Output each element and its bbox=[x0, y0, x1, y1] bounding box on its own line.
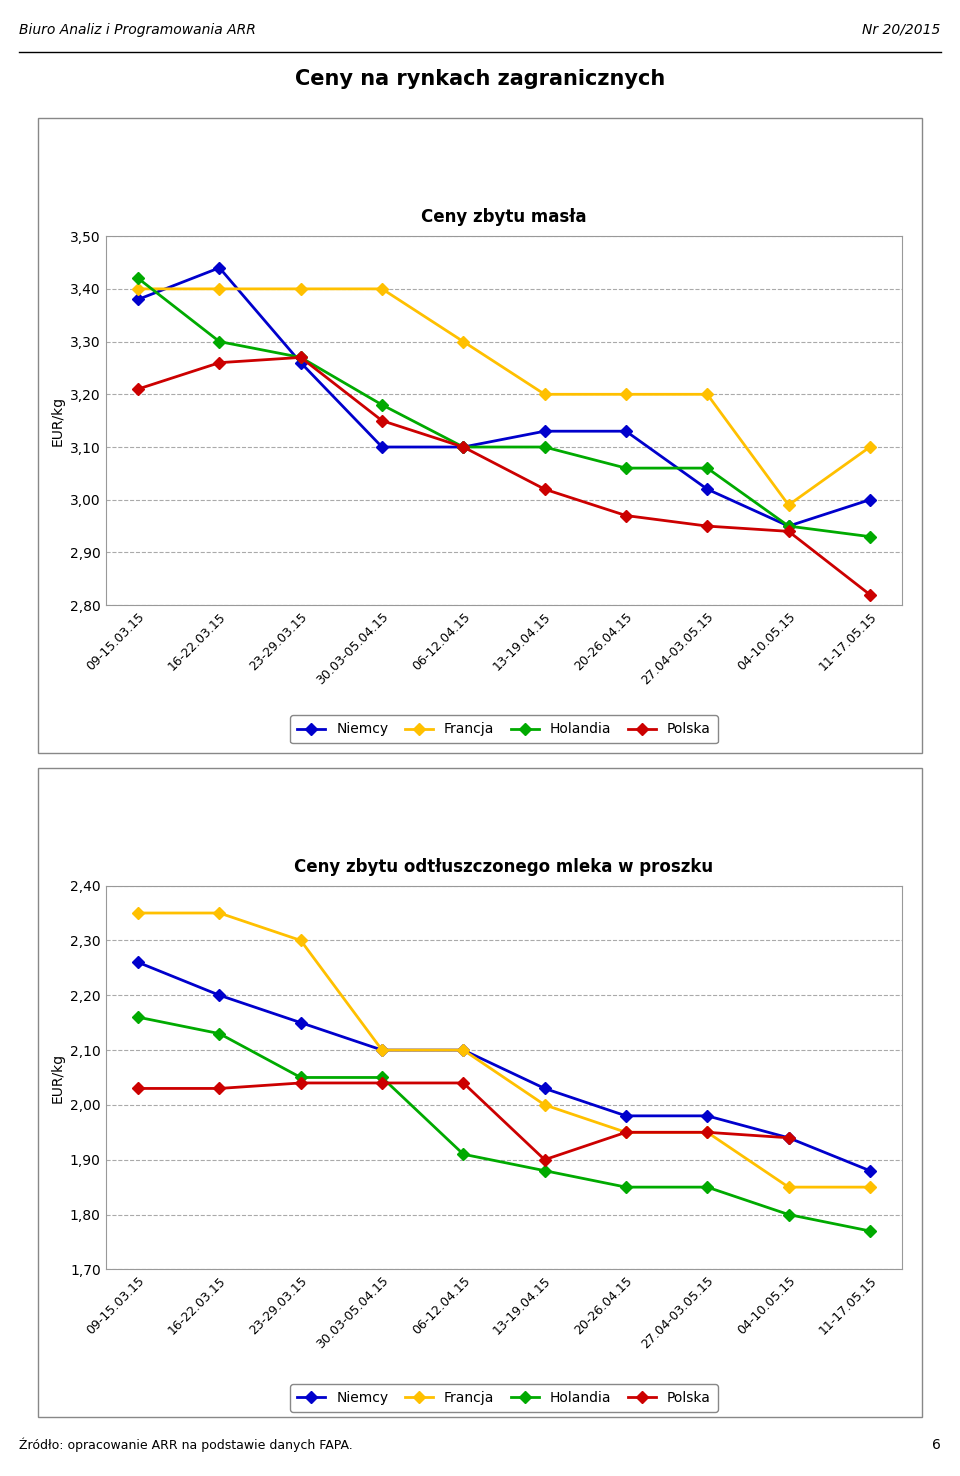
Title: Ceny zbytu odtłuszczonego mleka w proszku: Ceny zbytu odtłuszczonego mleka w proszk… bbox=[295, 858, 713, 875]
Y-axis label: EUR/kg: EUR/kg bbox=[51, 396, 64, 446]
Legend: Niemcy, Francja, Holandia, Polska: Niemcy, Francja, Holandia, Polska bbox=[290, 1384, 718, 1411]
Title: Ceny zbytu masła: Ceny zbytu masła bbox=[421, 208, 587, 226]
Text: Źródło: opracowanie ARR na podstawie danych FAPA.: Źródło: opracowanie ARR na podstawie dan… bbox=[19, 1438, 353, 1452]
Text: Biuro Analiz i Programowania ARR: Biuro Analiz i Programowania ARR bbox=[19, 22, 256, 37]
Text: Nr 20/2015: Nr 20/2015 bbox=[862, 22, 941, 37]
Legend: Niemcy, Francja, Holandia, Polska: Niemcy, Francja, Holandia, Polska bbox=[290, 716, 718, 744]
Text: Ceny na rynkach zagranicznych: Ceny na rynkach zagranicznych bbox=[295, 69, 665, 89]
Y-axis label: EUR/kg: EUR/kg bbox=[50, 1052, 64, 1103]
Text: 6: 6 bbox=[932, 1438, 941, 1451]
